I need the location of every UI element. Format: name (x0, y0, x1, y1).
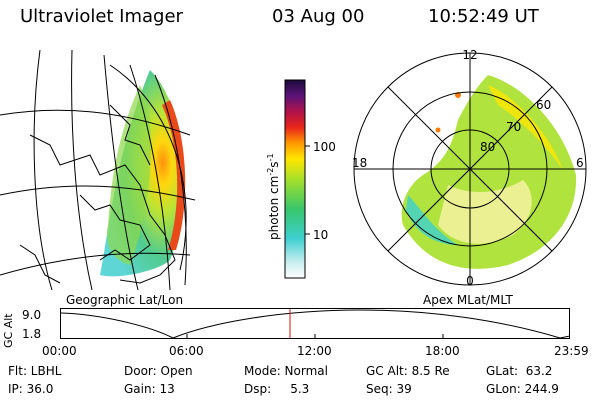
status-ip: IP: 36.0 (8, 382, 54, 396)
altitude-xtick-4: 23:59 (554, 344, 589, 358)
status-door: Door: Open (124, 364, 193, 378)
mlt-label-12: 12 (462, 48, 477, 62)
colorbar (284, 79, 310, 279)
geographic-image (0, 49, 196, 290)
altitude-xtick-1: 06:00 (169, 344, 204, 358)
polar-caption: Apex MLat/MLT (423, 293, 513, 307)
polar-plot: 12 0 18 6 60 70 80 (352, 48, 587, 288)
status-gc-alt: GC Alt: 8.5 Re (366, 364, 450, 378)
status-glat: GLat: 63.2 (486, 364, 553, 378)
instrument-title: Ultraviolet Imager (20, 6, 183, 27)
altitude-plot (60, 308, 571, 339)
time-label: 10:52:49 UT (428, 6, 539, 27)
mlat-label-60: 60 (536, 98, 551, 112)
colorbar-unit-label: photon cm-2s-1 (266, 153, 281, 240)
mlt-label-0: 0 (466, 274, 474, 288)
status-mode: Mode: Normal (244, 364, 328, 378)
mlat-label-80: 80 (480, 140, 495, 154)
altitude-ylabel: GC Alt (2, 313, 15, 348)
mlat-label-70: 70 (506, 120, 521, 134)
polar-grid (353, 52, 587, 286)
status-flt: Flt: LBHL (8, 364, 62, 378)
status-gain: Gain: 13 (124, 382, 175, 396)
colorbar-tick-100-label: 100 (313, 140, 336, 154)
altitude-xtick-3: 18:00 (425, 344, 460, 358)
mlt-label-18: 18 (352, 156, 367, 170)
altitude-ytick-bottom: 1.8 (22, 327, 42, 341)
colorbar-tick-10-label: 10 (313, 228, 329, 242)
altitude-xtick-0: 00:00 (42, 344, 77, 358)
status-dsp: Dsp: 5.3 (244, 382, 310, 396)
altitude-xtick-2: 12:00 (297, 344, 332, 358)
altitude-curve (60, 309, 571, 339)
altitude-ytick-top: 9.0 (22, 308, 42, 322)
status-glon: GLon: 244.9 (486, 382, 559, 396)
geographic-caption: Geographic Lat/Lon (66, 293, 184, 307)
status-seq: Seq: 39 (366, 382, 412, 396)
date-label: 03 Aug 00 (272, 6, 365, 27)
mlt-label-6: 6 (576, 156, 584, 170)
